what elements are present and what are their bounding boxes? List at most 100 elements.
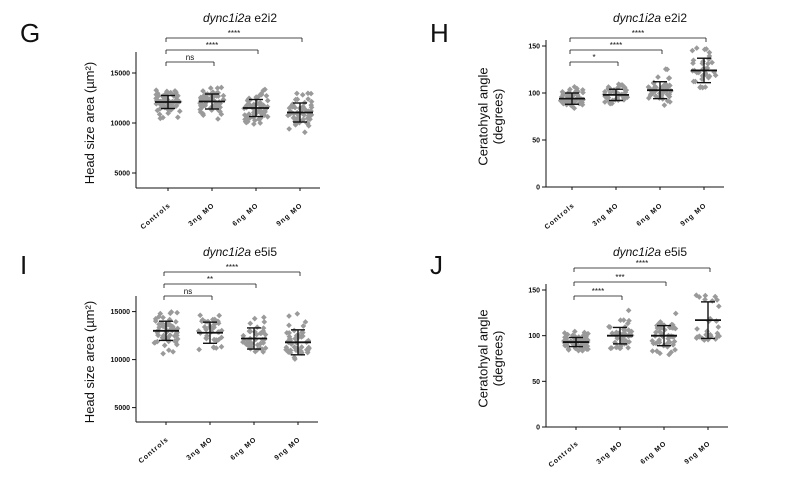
data-point (696, 333, 703, 340)
data-point (664, 98, 671, 104)
y-axis-label: Ceratohyal angle (476, 67, 491, 165)
data-point (625, 344, 631, 351)
x-category-label: 3ng MO (188, 202, 217, 228)
y-tick-label: 50 (532, 379, 540, 386)
data-point (172, 88, 178, 94)
title-suffix: e2i2 (661, 11, 687, 25)
data-point (712, 72, 719, 79)
data-point (657, 350, 663, 357)
data-point (705, 60, 711, 67)
data-point (156, 324, 163, 331)
chart-title: dync1i2a e2i2 (613, 11, 687, 25)
data-point (199, 104, 205, 111)
data-group (561, 328, 591, 354)
data-point (300, 116, 307, 123)
data-point (247, 328, 254, 335)
data-point (292, 96, 299, 103)
x-category-label: Controls (544, 202, 577, 231)
data-point (220, 92, 227, 99)
data-group (195, 312, 225, 353)
data-point (652, 93, 659, 99)
data-point (153, 87, 160, 94)
data-point (607, 345, 614, 352)
data-point (702, 296, 708, 303)
y-tick-label: 5000 (114, 405, 130, 412)
panel-h: H dync1i2a e2i2 Ceratohyal angle (degrees)… (400, 0, 794, 242)
data-point (712, 293, 719, 300)
data-point (214, 85, 221, 91)
data-point (705, 74, 712, 81)
data-point (256, 116, 263, 123)
x-category-label: 6ng MO (230, 436, 259, 462)
data-group (197, 84, 227, 122)
data-point (662, 66, 669, 72)
data-point (240, 332, 247, 339)
y-axis-label: Ceratohyal angle (476, 309, 491, 407)
data-point (154, 107, 161, 114)
y-tick-label: 10000 (111, 357, 131, 364)
data-point (671, 338, 678, 345)
data-point (200, 88, 206, 94)
panel-letter: J (430, 250, 443, 280)
data-point (247, 320, 254, 327)
data-point (286, 333, 293, 340)
data-point (622, 86, 628, 93)
data-point (690, 78, 697, 85)
significance-label: **** (636, 259, 648, 268)
data-group (606, 307, 635, 352)
significance-label: *** (615, 273, 624, 282)
data-point (301, 112, 307, 118)
data-point (214, 337, 220, 344)
chart-title: dync1i2a e5i5 (613, 245, 687, 259)
data-point (703, 46, 710, 52)
data-group (601, 81, 631, 107)
x-category-label: Controls (140, 202, 173, 231)
chart-title: dync1i2a e5i5 (203, 245, 277, 259)
panel-i: I dync1i2a e5i5 Head size area (µm²) 5000 1… (0, 242, 400, 482)
chart-i: dync1i2a e5i5 Head size area (µm²) 5000 100… (82, 245, 318, 465)
data-point (656, 339, 663, 346)
x-category-label: 6ng MO (636, 202, 665, 228)
data-point (261, 314, 267, 321)
data-point (160, 114, 166, 121)
y-axis-label: Head size area (µm²) (82, 301, 97, 423)
data-point (649, 348, 656, 354)
data-point (299, 106, 306, 113)
data-point (251, 121, 257, 127)
data-point (308, 98, 315, 105)
data-point (300, 323, 307, 329)
data-point (709, 298, 716, 304)
data-point (715, 324, 722, 330)
panel-letter: I (20, 250, 28, 280)
data-point (286, 322, 292, 329)
data-point (619, 337, 626, 343)
data-point (244, 118, 251, 125)
data-point (248, 343, 255, 350)
y-tick-label: 5000 (114, 171, 130, 178)
data-point (665, 335, 672, 342)
data-point (157, 310, 164, 317)
data-point (167, 103, 174, 109)
data-point (623, 337, 629, 344)
significance-label: ns (186, 53, 194, 62)
data-point (200, 112, 207, 118)
data-point (292, 121, 299, 128)
data-point (261, 319, 268, 325)
y-tick-label: 0 (536, 185, 540, 192)
significance-label: ns (184, 287, 192, 296)
y-axis-label: (degrees) (491, 331, 506, 387)
data-point (197, 109, 204, 115)
title-suffix: e5i5 (661, 245, 687, 259)
data-point (294, 310, 301, 317)
significance-label: **** (228, 29, 240, 38)
y-tick-label: 10000 (111, 121, 131, 128)
data-point (175, 92, 181, 99)
significance-label: **** (206, 41, 218, 50)
data-point (173, 102, 180, 109)
data-point (620, 317, 627, 323)
data-point (196, 346, 202, 353)
data-group (241, 86, 271, 127)
data-point (215, 116, 221, 122)
data-group (240, 314, 269, 355)
data-point (262, 86, 268, 93)
